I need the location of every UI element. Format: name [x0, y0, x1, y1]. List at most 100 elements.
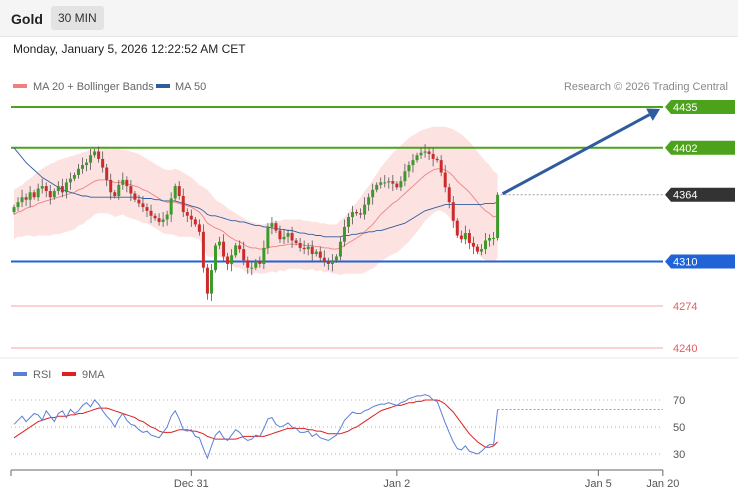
candle	[395, 181, 399, 190]
candle	[387, 177, 391, 189]
candle	[48, 184, 52, 205]
rsi-ma-line	[13, 399, 498, 448]
ma50-line	[13, 147, 498, 238]
candle-body	[334, 256, 338, 261]
candle-body	[234, 245, 238, 256]
candle	[214, 242, 217, 273]
time-axis: Dec 31 Jan 2 Jan 5 Jan 20	[10, 469, 679, 490]
candle	[411, 153, 415, 173]
candle-body	[367, 197, 371, 205]
candle	[455, 218, 459, 239]
candle-body	[492, 238, 496, 240]
forecast-arrow	[501, 108, 660, 196]
timeframe-badge[interactable]: 30 MIN	[51, 6, 104, 30]
candle-body	[270, 223, 274, 227]
target-label-4240: 4240	[673, 343, 697, 355]
candle-body	[60, 186, 64, 193]
rsi-legend: RSI 9MA	[13, 369, 105, 381]
candle-body	[254, 261, 258, 268]
level-labels: 4435 4402 4364 4310 4274 4240	[665, 100, 735, 355]
candle	[246, 256, 250, 274]
candle	[181, 188, 185, 217]
candle	[113, 189, 117, 199]
candle	[459, 230, 463, 243]
candle	[278, 225, 282, 243]
legend-label-rsi: RSI	[33, 369, 51, 381]
candle	[173, 183, 177, 201]
candles	[12, 144, 500, 302]
candle-body	[81, 165, 85, 169]
candle	[125, 176, 129, 193]
candle	[383, 174, 387, 188]
candle	[101, 151, 105, 173]
candle	[85, 158, 89, 172]
candle-body	[419, 152, 423, 156]
candle	[306, 242, 310, 256]
candle	[109, 173, 113, 200]
candle-body	[322, 257, 326, 262]
candle-body	[149, 210, 153, 216]
candle-body	[351, 212, 355, 217]
candle	[492, 231, 496, 246]
legend-label-rsi-ma: 9MA	[82, 369, 105, 381]
time-axis-label: Jan 20	[646, 478, 679, 490]
candle-body	[363, 204, 367, 215]
candle-body	[129, 186, 133, 194]
candle	[157, 213, 161, 226]
candle	[302, 240, 306, 255]
candle	[338, 236, 342, 261]
candle	[475, 244, 479, 255]
candle-body	[145, 207, 149, 211]
rsi-line	[13, 394, 499, 460]
candle	[371, 183, 375, 205]
candle-body	[310, 246, 314, 255]
candle-body	[157, 218, 161, 222]
candle-body	[455, 220, 459, 236]
forecast-arrow-shaft	[501, 113, 651, 196]
candle	[423, 144, 427, 158]
support-label-4310: 4310	[673, 256, 697, 268]
candle	[294, 238, 298, 246]
candle	[238, 240, 242, 253]
candle-body	[93, 151, 97, 156]
candle-body	[290, 233, 294, 241]
candle-body	[274, 223, 278, 231]
candle-body	[109, 179, 113, 193]
top-bar: Gold 30 MIN	[0, 0, 738, 37]
candle	[443, 165, 447, 193]
candle-body	[431, 153, 435, 159]
candle	[266, 223, 270, 255]
candle	[169, 192, 173, 222]
candle-body	[97, 151, 101, 159]
candle-body	[411, 160, 415, 166]
candle	[193, 216, 197, 227]
candle-body	[52, 191, 56, 198]
candle	[496, 192, 500, 241]
legend-label-ma50: MA 50	[175, 81, 206, 93]
candle	[105, 163, 109, 187]
candle-body	[282, 236, 286, 240]
main-legend: MA 20 + Bollinger Bands MA 50 Research ©…	[13, 81, 728, 93]
candle	[334, 254, 338, 263]
candle	[209, 263, 213, 302]
candle-body	[383, 182, 387, 184]
candle-body	[314, 251, 318, 255]
candle	[407, 161, 411, 178]
candle	[399, 176, 403, 192]
current-price-tag	[665, 187, 735, 202]
candle-body	[326, 261, 330, 264]
candle	[403, 163, 407, 187]
candle	[326, 257, 330, 271]
symbol-title: Gold	[11, 11, 43, 27]
candle-body	[24, 197, 28, 200]
candle	[322, 250, 326, 267]
candle-body	[165, 214, 169, 220]
candle-body	[169, 198, 173, 215]
legend-swatch-ma50	[156, 84, 170, 88]
candle-body	[68, 178, 72, 183]
resistance-label-4435: 4435	[673, 102, 697, 114]
candle-body	[415, 155, 419, 161]
candle	[145, 203, 149, 217]
moving-averages	[13, 147, 498, 238]
candle	[419, 147, 423, 159]
